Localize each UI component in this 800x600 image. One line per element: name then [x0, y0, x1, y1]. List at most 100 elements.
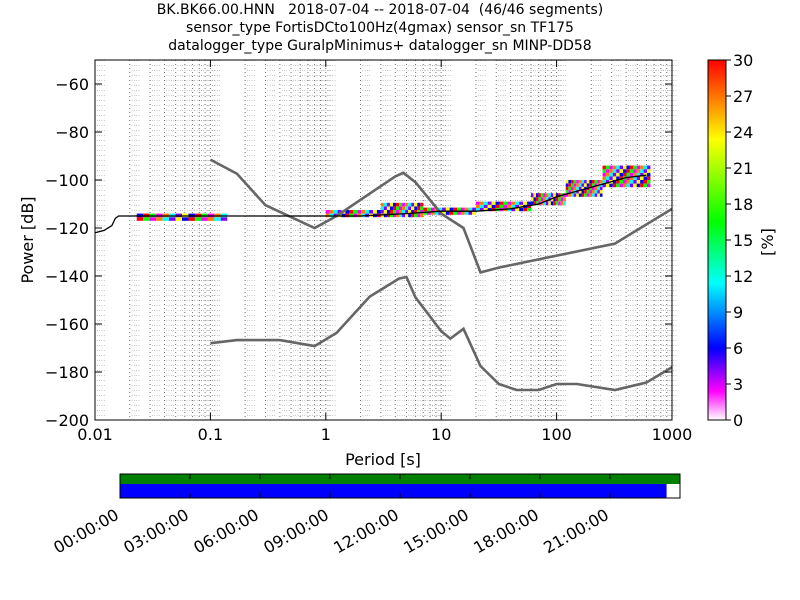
colorbar [707, 59, 727, 421]
ppsd-cell [616, 180, 620, 184]
ppsd-cell [602, 183, 606, 188]
ppsd-cell [589, 186, 593, 191]
grid-lines [94, 60, 677, 420]
ppsd-cell [405, 210, 409, 214]
ppsd-cell [399, 206, 403, 210]
ppsd-cell [220, 217, 228, 221]
ppsd-cell [592, 186, 595, 191]
ppsd-cell [594, 180, 598, 184]
ppsd-cell [626, 176, 630, 180]
ppsd-cell [568, 190, 571, 194]
ppsd-cell [445, 207, 450, 212]
ppsd-cell [468, 211, 473, 215]
ppsd-cell [162, 217, 170, 221]
noise-models [209, 158, 672, 392]
ppsd-cell [408, 202, 412, 207]
ppsd-cell [643, 165, 647, 170]
ppsd-cell [349, 210, 354, 214]
ppsd-cell [420, 206, 424, 210]
ppsd-cell [405, 202, 409, 207]
ppsd-cell [626, 172, 630, 177]
ppsd-cell [468, 207, 473, 212]
ppsd-cell [594, 183, 598, 187]
ppsd-cell [592, 183, 595, 187]
ppsd-cell [495, 201, 500, 205]
ppsd-cell [629, 176, 634, 180]
ppsd-cell [597, 193, 600, 197]
ppsd-cell [402, 213, 406, 218]
ppsd-cell [586, 183, 590, 187]
ppsd-cell [602, 172, 606, 177]
ppsd-cell [646, 180, 651, 184]
coverage-tick-label: 03:00:00 [120, 505, 192, 557]
ppsd-cell [475, 201, 480, 205]
ppsd-cell [570, 183, 574, 187]
y-tick-label: −160 [45, 315, 89, 334]
ppsd-cell [420, 210, 424, 214]
ppsd-cell [612, 165, 617, 170]
ppsd-cell [445, 211, 450, 215]
ppsd-cell [612, 180, 617, 184]
ppsd-cell [548, 193, 551, 198]
ppsd-cell [646, 176, 651, 180]
ppsd-cell [619, 176, 624, 180]
ppsd-cell [573, 183, 577, 187]
coverage-panel: 00:00:0003:00:0006:00:0009:00:0012:00:00… [50, 473, 681, 557]
coverage-tick-label: 12:00:00 [330, 505, 402, 557]
ppsd-cell [589, 183, 593, 187]
ppsd-cell [568, 183, 571, 187]
ppsd-cell [423, 207, 428, 212]
ppsd-cell [548, 201, 551, 206]
ppsd-cell [479, 208, 484, 212]
ppsd-cell [479, 201, 484, 205]
ppsd-cell [420, 202, 424, 207]
ppsd-cell [640, 183, 644, 188]
ppsd-cell [411, 213, 415, 218]
ppsd-cell [578, 183, 582, 187]
ppsd-cell [389, 202, 393, 207]
ppsd-cell [589, 190, 593, 194]
ppsd-cell [414, 206, 418, 210]
ppsd-cell [438, 207, 443, 212]
ppsd-cell [457, 211, 461, 215]
colorbar-tick-label: 9 [733, 303, 743, 322]
ppsd-cell [626, 169, 630, 173]
ppsd-cell [543, 201, 546, 206]
colorbar-tick-label: 30 [733, 51, 753, 70]
ppsd-cell [201, 217, 208, 221]
coverage-tick-label: 15:00:00 [400, 505, 472, 557]
y-tick-label: −200 [45, 411, 89, 430]
ppsd-cell [353, 210, 358, 214]
ppsd-cell [594, 193, 598, 197]
ppsd-cell [483, 204, 488, 208]
ppsd-cell [389, 206, 393, 210]
y-tick-label: −180 [45, 363, 89, 382]
x-tick-label: 10 [431, 425, 451, 444]
title-line-2: sensor_type FortisDCto100Hz(4gmax) senso… [186, 20, 574, 36]
ppsd-cell [175, 217, 183, 221]
ppsd-cell [511, 201, 516, 205]
median-path [95, 174, 647, 234]
ppsd-cell [626, 183, 630, 188]
median-line [95, 174, 647, 234]
ppsd-cell [576, 183, 579, 187]
colorbar-tick-label: 15 [733, 231, 753, 250]
ppsd-cell [503, 204, 508, 208]
ppsd-cell [460, 211, 465, 215]
ppsd-cell [369, 210, 373, 214]
ppsd-cell [530, 193, 534, 198]
ppsd-cell [605, 176, 610, 180]
ppsd-cell [386, 210, 390, 214]
ppsd-cell [643, 169, 647, 173]
ppsd-cell [545, 201, 549, 206]
ppsd-cell [392, 213, 397, 218]
ppsd-cell [597, 190, 600, 194]
ppsd-cell [570, 186, 574, 191]
ppsd-cell [558, 201, 561, 206]
ppsd-cell [399, 210, 403, 214]
ppsd-cell [619, 165, 624, 170]
ppsd-cell [643, 172, 647, 177]
ppsd-cell [616, 172, 620, 177]
y-tick-label: −100 [45, 171, 89, 190]
